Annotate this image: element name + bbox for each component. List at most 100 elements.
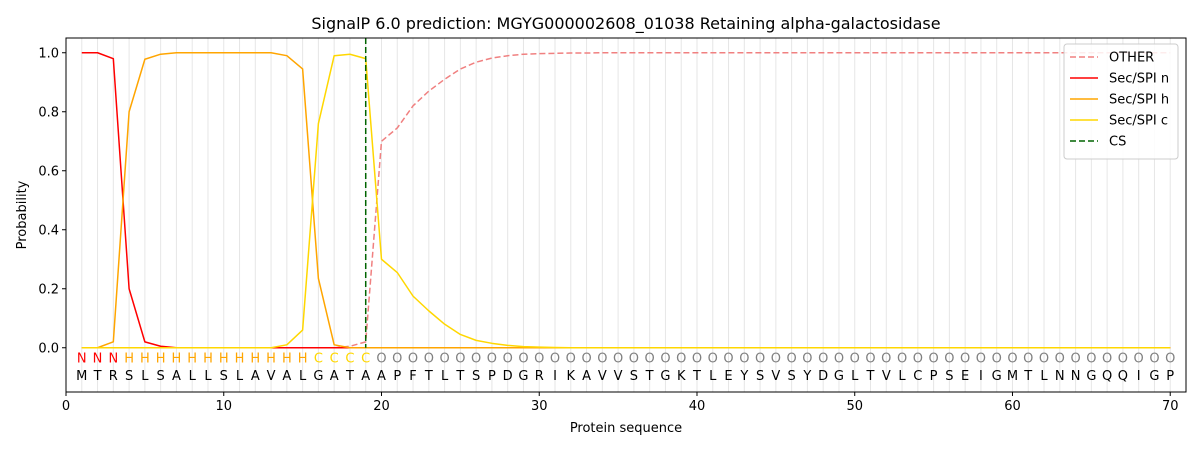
region-label: O bbox=[834, 352, 844, 367]
sequence-layer: NMNTNRHSHLHSHAHLHLHSHLHAHVHAHLCGCACTCAOA… bbox=[76, 352, 1175, 385]
series-line-sec-spi-c bbox=[81, 53, 1171, 349]
x-tick-label: 60 bbox=[1004, 399, 1021, 414]
residue-label: V bbox=[771, 369, 780, 384]
residue-label: M bbox=[1007, 369, 1018, 384]
region-label: O bbox=[534, 352, 544, 367]
residue-label: Y bbox=[739, 369, 748, 384]
residue-label: L bbox=[709, 369, 717, 384]
region-label: O bbox=[708, 352, 718, 367]
residue-label: L bbox=[189, 369, 197, 384]
region-label: O bbox=[455, 352, 465, 367]
residue-label: T bbox=[645, 369, 654, 384]
region-label: O bbox=[723, 352, 733, 367]
region-label: O bbox=[487, 352, 497, 367]
region-label: H bbox=[140, 352, 150, 367]
series-layer bbox=[81, 52, 1171, 349]
residue-label: L bbox=[898, 369, 906, 384]
region-label: O bbox=[897, 352, 907, 367]
y-tick-label: 1.0 bbox=[38, 46, 59, 61]
y-tick-label: 0.2 bbox=[38, 282, 59, 297]
region-label: O bbox=[1102, 352, 1112, 367]
series-line-other bbox=[81, 52, 1171, 349]
residue-label: G bbox=[992, 369, 1002, 384]
residue-label: L bbox=[204, 369, 212, 384]
region-label: O bbox=[645, 352, 655, 367]
residue-label: T bbox=[866, 369, 875, 384]
residue-label: Q bbox=[1102, 369, 1112, 384]
region-label: O bbox=[692, 352, 702, 367]
region-label: O bbox=[629, 352, 639, 367]
region-label: H bbox=[298, 352, 308, 367]
residue-label: E bbox=[961, 369, 969, 384]
residue-label: L bbox=[299, 369, 307, 384]
residue-label: M bbox=[76, 369, 87, 384]
region-label: H bbox=[156, 352, 166, 367]
region-label: O bbox=[1070, 352, 1080, 367]
region-label: O bbox=[1165, 352, 1175, 367]
region-label: C bbox=[314, 352, 323, 367]
legend-box bbox=[1063, 43, 1179, 160]
residue-label: S bbox=[220, 369, 228, 384]
y-tick-label: 0.0 bbox=[38, 341, 59, 356]
residue-label: S bbox=[630, 369, 638, 384]
residue-label: A bbox=[361, 369, 370, 384]
residue-label: P bbox=[1166, 369, 1174, 384]
region-label: O bbox=[881, 352, 891, 367]
legend-entry: Sec/SPI n bbox=[1109, 72, 1169, 87]
residue-label: N bbox=[1071, 369, 1081, 384]
plot-frame bbox=[65, 37, 1187, 393]
region-label: O bbox=[802, 352, 812, 367]
residue-label: L bbox=[1040, 369, 1048, 384]
region-label: O bbox=[550, 352, 560, 367]
region-label: O bbox=[755, 352, 765, 367]
chart-title: SignalP 6.0 prediction: MGYG000002608_01… bbox=[311, 14, 940, 34]
region-label: H bbox=[172, 352, 182, 367]
region-label: O bbox=[408, 352, 418, 367]
residue-label: P bbox=[488, 369, 496, 384]
residue-label: K bbox=[567, 369, 576, 384]
residue-label: A bbox=[172, 369, 181, 384]
region-label: H bbox=[203, 352, 213, 367]
region-label: H bbox=[235, 352, 245, 367]
axis-layer: 0 10 20 30 40 50 60 70 0.0 0.2 0.4 0.6 0.8 1.0 bbox=[38, 46, 1178, 414]
residue-label: V bbox=[267, 369, 276, 384]
series-line-sec-spi-n bbox=[81, 52, 1171, 349]
region-label: O bbox=[1149, 352, 1159, 367]
x-tick-label: 30 bbox=[531, 399, 548, 414]
region-label: O bbox=[865, 352, 875, 367]
residue-label: S bbox=[472, 369, 480, 384]
residue-label: T bbox=[692, 369, 701, 384]
y-axis-label: Probability bbox=[15, 180, 30, 249]
residue-label: V bbox=[598, 369, 607, 384]
legend: OTHER Sec/SPI n Sec/SPI h Sec/SPI c CS bbox=[1063, 43, 1179, 160]
region-label: O bbox=[739, 352, 749, 367]
region-label: O bbox=[392, 352, 402, 367]
x-tick-label: 20 bbox=[373, 399, 390, 414]
residue-label: A bbox=[282, 369, 291, 384]
residue-label: G bbox=[1149, 369, 1159, 384]
residue-label: L bbox=[851, 369, 859, 384]
residue-label: L bbox=[441, 369, 449, 384]
region-label: O bbox=[660, 352, 670, 367]
region-label: O bbox=[913, 352, 923, 367]
residue-label: C bbox=[913, 369, 922, 384]
residue-label: T bbox=[93, 369, 102, 384]
x-axis-label: Protein sequence bbox=[570, 421, 682, 436]
residue-label: T bbox=[424, 369, 433, 384]
y-tick-label: 0.4 bbox=[38, 223, 59, 238]
legend-entry: CS bbox=[1109, 135, 1126, 150]
residue-label: S bbox=[788, 369, 796, 384]
region-label: O bbox=[518, 352, 528, 367]
legend-entry: OTHER bbox=[1109, 51, 1154, 66]
y-tick-label: 0.8 bbox=[38, 105, 59, 120]
region-label: C bbox=[361, 352, 370, 367]
region-label: O bbox=[928, 352, 938, 367]
residue-label: I bbox=[979, 369, 983, 384]
residue-label: P bbox=[930, 369, 938, 384]
residue-label: A bbox=[582, 369, 591, 384]
grid-layer bbox=[81, 38, 1171, 392]
x-tick-label: 50 bbox=[846, 399, 863, 414]
residue-label: I bbox=[1137, 369, 1141, 384]
region-label: O bbox=[376, 352, 386, 367]
